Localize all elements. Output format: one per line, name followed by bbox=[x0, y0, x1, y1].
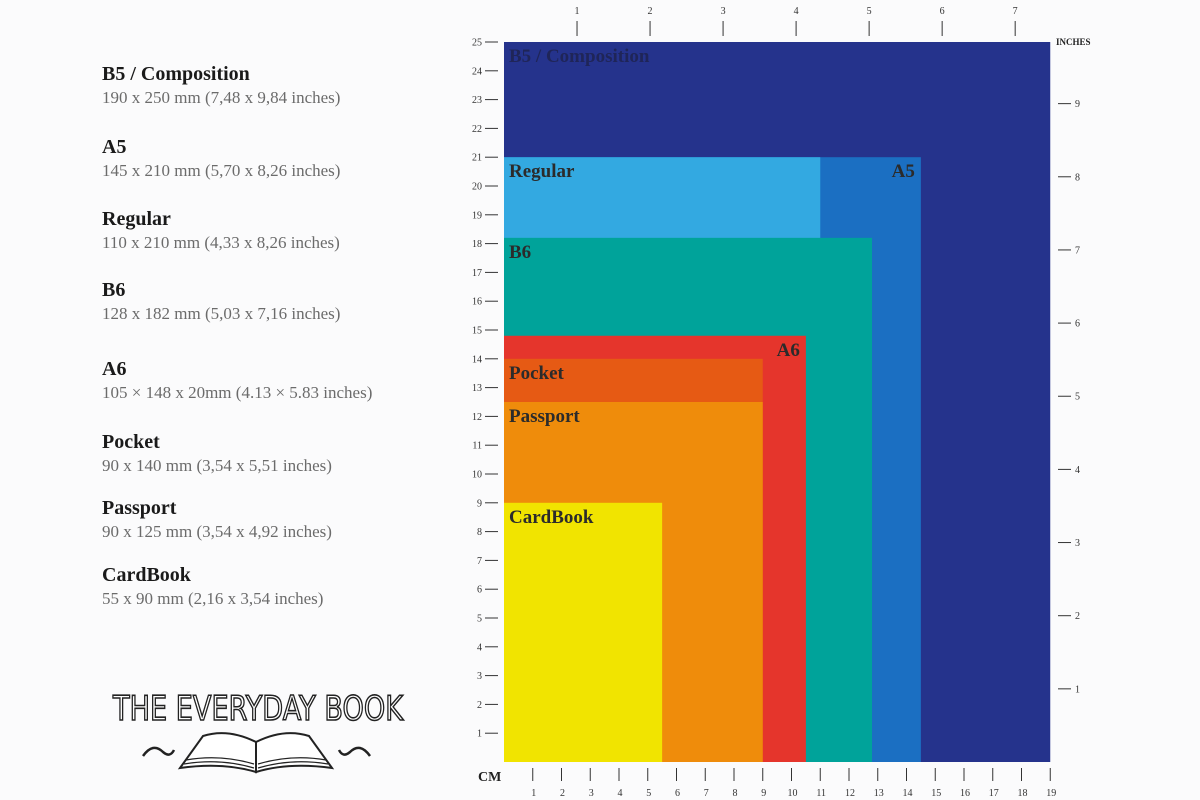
format-dimensions: 105 × 148 x 20mm (4.13 × 5.83 inches) bbox=[102, 383, 373, 402]
format-label: A5 bbox=[892, 161, 915, 182]
cm-tick-label: 11 bbox=[816, 788, 826, 799]
cm-tick-label: 18 bbox=[472, 239, 482, 250]
cm-tick-label: 17 bbox=[472, 268, 482, 279]
cm-tick-label: 22 bbox=[472, 124, 482, 135]
inch-tick-label: 6 bbox=[940, 6, 945, 17]
cm-tick-label: 1 bbox=[531, 788, 536, 799]
cm-tick-label: 10 bbox=[788, 788, 798, 799]
cm-tick-label: 12 bbox=[472, 412, 482, 423]
cm-tick-label: 14 bbox=[903, 788, 913, 799]
inch-tick-label: 7 bbox=[1013, 6, 1018, 17]
inch-tick-label: 9 bbox=[1075, 99, 1080, 110]
format-label: B5 / Composition bbox=[509, 46, 650, 67]
cm-tick-label: 10 bbox=[472, 470, 482, 481]
inch-tick-label: 3 bbox=[721, 6, 726, 17]
legend-item: Regular 110 x 210 mm (4,33 x 8,26 inches) bbox=[102, 208, 340, 254]
inch-tick-label: 4 bbox=[1075, 465, 1080, 476]
inch-tick-label: 2 bbox=[648, 6, 653, 17]
legend-item: B6 128 x 182 mm (5,03 x 7,16 inches) bbox=[102, 279, 340, 325]
legend-item: Pocket 90 x 140 mm (3,54 x 5,51 inches) bbox=[102, 431, 332, 477]
format-name: Regular bbox=[102, 208, 171, 230]
inch-tick-label: 5 bbox=[1075, 392, 1080, 403]
format-rect-cardbook bbox=[504, 502, 663, 762]
format-label: CardBook bbox=[509, 507, 594, 528]
legend-item: CardBook 55 x 90 mm (2,16 x 3,54 inches) bbox=[102, 564, 323, 610]
format-dimensions: 55 x 90 mm (2,16 x 3,54 inches) bbox=[102, 589, 324, 608]
inch-tick-label: 1 bbox=[1075, 684, 1080, 695]
cm-tick-label: 7 bbox=[477, 556, 482, 567]
cm-tick-label: 8 bbox=[477, 527, 482, 538]
inch-tick-label: 8 bbox=[1075, 172, 1080, 183]
cm-tick-label: 3 bbox=[477, 671, 482, 682]
inch-tick-label: 6 bbox=[1075, 319, 1080, 330]
format-label: Regular bbox=[509, 161, 575, 182]
format-name: Passport bbox=[102, 497, 177, 519]
cm-tick-label: 19 bbox=[472, 210, 482, 221]
format-name: Pocket bbox=[102, 431, 160, 453]
cm-tick-label: 11 bbox=[472, 441, 482, 452]
format-label: Passport bbox=[509, 406, 580, 427]
the-everyday-book-logo: THE EVERYDAY BOOK bbox=[111, 688, 405, 774]
cm-tick-label: 16 bbox=[472, 297, 482, 308]
inch-tick-label: 1 bbox=[575, 6, 580, 17]
cm-tick-label: 16 bbox=[960, 788, 970, 799]
format-dimensions: 145 x 210 mm (5,70 x 8,26 inches) bbox=[102, 161, 341, 180]
cm-tick-label: 8 bbox=[733, 788, 738, 799]
format-name: A6 bbox=[102, 358, 127, 380]
open-book-icon bbox=[141, 732, 372, 774]
cm-tick-label: 21 bbox=[472, 153, 482, 164]
cm-tick-label: 5 bbox=[646, 788, 651, 799]
cm-unit-label: CM bbox=[478, 770, 501, 785]
logo-text: THE EVERYDAY BOOK bbox=[112, 689, 404, 729]
cm-tick-label: 12 bbox=[845, 788, 855, 799]
cm-tick-label: 3 bbox=[589, 788, 594, 799]
cm-tick-label: 13 bbox=[874, 788, 884, 799]
cm-tick-label: 17 bbox=[989, 788, 999, 799]
cm-tick-label: 4 bbox=[477, 642, 482, 653]
cm-tick-label: 6 bbox=[675, 788, 680, 799]
format-label: B6 bbox=[509, 242, 531, 263]
format-dimensions: 190 x 250 mm (7,48 x 9,84 inches) bbox=[102, 88, 341, 107]
inch-tick-label: 2 bbox=[1075, 611, 1080, 622]
cm-tick-label: 9 bbox=[477, 498, 482, 509]
format-name: B5 / Composition bbox=[102, 63, 250, 85]
cm-tick-label: 7 bbox=[704, 788, 709, 799]
format-dimensions: 90 x 125 mm (3,54 x 4,92 inches) bbox=[102, 522, 332, 541]
legend-item: B5 / Composition 190 x 250 mm (7,48 x 9,8… bbox=[102, 63, 340, 109]
format-name: A5 bbox=[102, 136, 127, 158]
inches-unit-label: INCHES bbox=[1056, 37, 1091, 47]
inch-tick-label: 7 bbox=[1075, 245, 1080, 256]
cm-tick-label: 6 bbox=[477, 585, 482, 596]
legend-item: Passport 90 x 125 mm (3,54 x 4,92 inches) bbox=[102, 497, 332, 543]
format-dimensions: 110 x 210 mm (4,33 x 8,26 inches) bbox=[102, 233, 340, 252]
cm-tick-label: 13 bbox=[472, 383, 482, 394]
format-name: B6 bbox=[102, 279, 126, 301]
cm-tick-label: 2 bbox=[560, 788, 565, 799]
cm-tick-label: 4 bbox=[618, 788, 623, 799]
inch-tick-label: 5 bbox=[867, 6, 872, 17]
cm-tick-label: 14 bbox=[472, 354, 482, 365]
inch-tick-label: 3 bbox=[1075, 538, 1080, 549]
format-label: A6 bbox=[777, 340, 800, 361]
format-dimensions: 90 x 140 mm (3,54 x 5,51 inches) bbox=[102, 456, 332, 475]
cm-tick-label: 5 bbox=[477, 614, 482, 625]
cm-tick-label: 18 bbox=[1018, 788, 1028, 799]
format-label: Pocket bbox=[509, 363, 565, 384]
cm-tick-label: 15 bbox=[472, 326, 482, 337]
cm-tick-label: 24 bbox=[472, 66, 482, 77]
cm-tick-label: 19 bbox=[1046, 788, 1056, 799]
cm-tick-label: 1 bbox=[477, 729, 482, 740]
legend-item: A6 105 × 148 x 20mm (4.13 × 5.83 inches) bbox=[102, 358, 372, 404]
inch-tick-label: 4 bbox=[794, 6, 799, 17]
cm-tick-label: 9 bbox=[761, 788, 766, 799]
cm-tick-label: 2 bbox=[477, 700, 482, 711]
format-name: CardBook bbox=[102, 564, 191, 586]
legend-item: A5 145 x 210 mm (5,70 x 8,26 inches) bbox=[102, 136, 340, 182]
format-dimensions: 128 x 182 mm (5,03 x 7,16 inches) bbox=[102, 304, 341, 323]
cm-tick-label: 20 bbox=[472, 182, 482, 193]
cm-tick-label: 25 bbox=[472, 38, 482, 49]
cm-tick-label: 15 bbox=[931, 788, 941, 799]
cm-tick-label: 23 bbox=[472, 95, 482, 106]
